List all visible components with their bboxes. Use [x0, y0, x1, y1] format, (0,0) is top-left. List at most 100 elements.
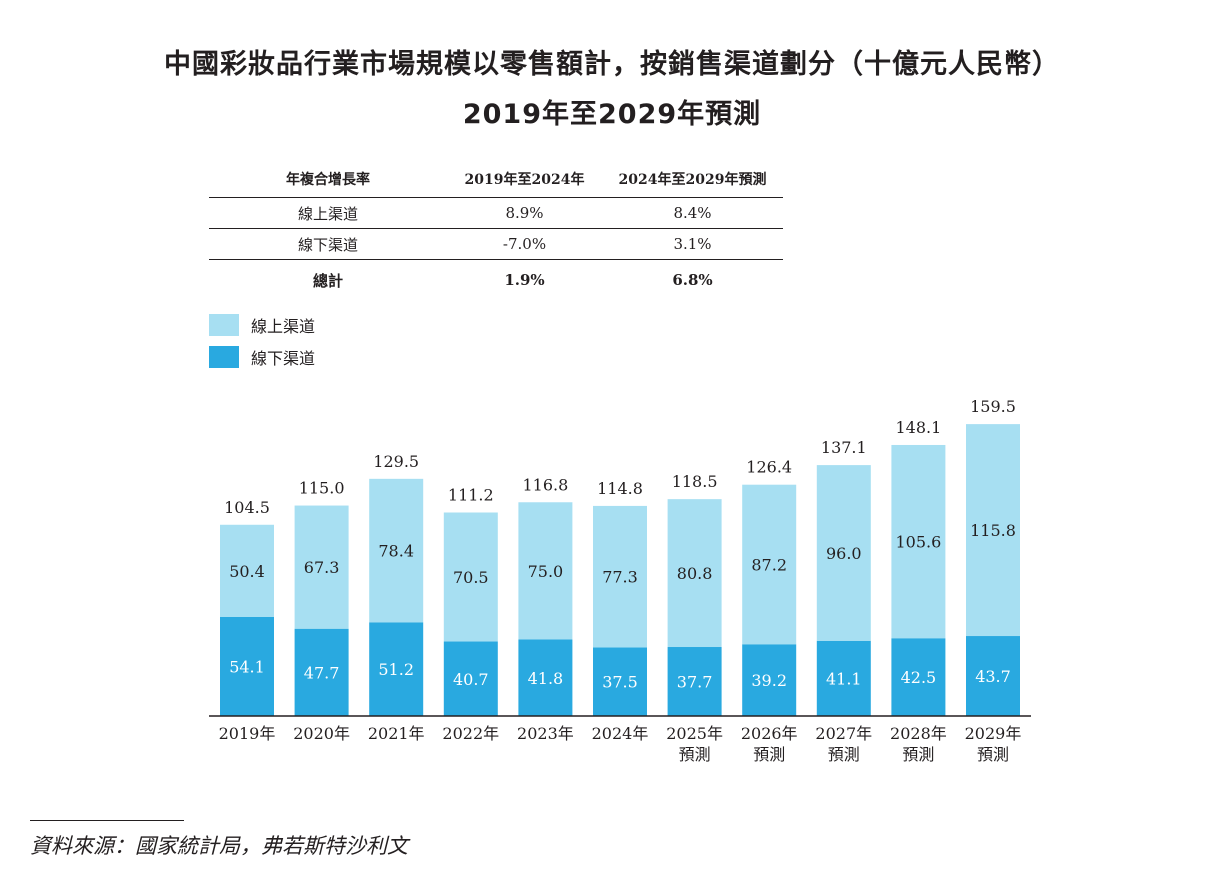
x-tick-label: 2022年: [442, 724, 499, 743]
source-divider: [30, 820, 184, 821]
cagr-total-row: 總計 1.9% 6.8%: [209, 260, 783, 301]
legend-label: 線下渠道: [251, 349, 316, 368]
data-label-total: 118.5: [672, 472, 718, 491]
cagr-value: 1.9%: [504, 271, 545, 289]
bar-segment-online: [966, 424, 1020, 637]
bar-segment-offline: [816, 640, 871, 716]
bar-segment-online: [294, 505, 349, 629]
bar-segment-online: [816, 465, 871, 641]
bar-segment-online: [742, 484, 797, 645]
data-label-total: 104.5: [224, 498, 270, 517]
cagr-value: 8.9%: [447, 197, 602, 229]
x-tick-label: 2020年: [293, 724, 350, 743]
data-label-total: 159.5: [970, 397, 1016, 416]
data-label-online: 78.4: [378, 542, 414, 561]
data-label-offline: 39.2: [751, 671, 787, 690]
chart-title: 中國彩妝品行業市場規模以零售額計，按銷售渠道劃分（十億元人民幣）: [164, 49, 1060, 80]
legend-label: 線上渠道: [251, 317, 316, 336]
data-label-online: 96.0: [826, 544, 862, 563]
cagr-row-label: 總計: [312, 271, 343, 290]
data-label-total: 148.1: [895, 418, 941, 437]
legend-item-online: 線上渠道: [209, 314, 315, 336]
data-label-online: 50.4: [229, 562, 265, 581]
x-tick-label: 2027年: [815, 724, 872, 743]
bar-segment-offline: [891, 638, 946, 716]
x-tick-sublabel: 預測: [902, 745, 934, 764]
data-label-offline: 54.1: [229, 657, 265, 676]
data-label-online: 115.8: [970, 521, 1016, 540]
data-label-total: 126.4: [746, 458, 792, 477]
chart-legend: 線上渠道 線下渠道: [209, 314, 315, 378]
data-label-offline: 41.8: [528, 669, 564, 688]
legend-swatch-online: [209, 314, 239, 336]
bar-segment-offline: [220, 616, 274, 716]
x-tick-label: 2028年: [890, 724, 947, 743]
bar-segment-online: [593, 505, 647, 648]
data-label-offline: 51.2: [378, 660, 414, 679]
x-tick-label: 2021年: [368, 724, 425, 743]
x-tick-label: 2024年: [592, 724, 649, 743]
cagr-header-period2: 2024年至2029年預測: [602, 160, 783, 198]
data-label-total: 116.8: [522, 475, 568, 494]
chart-subtitle: 2019年至2029年預測: [462, 99, 762, 130]
bar-segment-online: [518, 502, 573, 640]
data-label-total: 114.8: [597, 479, 643, 498]
cagr-row: 線上渠道 8.9% 8.4%: [209, 197, 783, 229]
data-label-offline: 43.7: [975, 667, 1011, 686]
data-label-online: 80.8: [677, 564, 713, 583]
bar-segment-offline: [369, 622, 424, 716]
bar-segment-offline: [667, 647, 722, 716]
bar-segment-offline: [742, 644, 797, 716]
legend-item-offline: 線下渠道: [209, 346, 315, 368]
data-label-total: 115.0: [299, 479, 345, 498]
x-tick-sublabel: 預測: [828, 745, 860, 764]
bar-segment-offline: [593, 647, 647, 716]
cagr-header-row: 年複合增長率 2019年至2024年 2024年至2029年預測: [209, 160, 783, 198]
bar-segment-online: [220, 524, 274, 617]
cagr-row-label: 線下渠道: [209, 228, 447, 260]
data-label-offline: 40.7: [453, 670, 489, 689]
data-label-offline: 42.5: [901, 668, 937, 687]
bar-segment-online: [891, 444, 946, 639]
cagr-header-label: 年複合增長率: [209, 160, 447, 198]
data-label-offline: 41.1: [826, 669, 862, 688]
cagr-value: -7.0%: [447, 228, 602, 260]
data-label-offline: 47.7: [304, 663, 340, 682]
cagr-header-period1: 2019年至2024年: [447, 160, 602, 198]
x-tick-sublabel: 預測: [977, 745, 1009, 764]
data-label-online: 105.6: [895, 533, 941, 552]
cagr-table: 年複合增長率 2019年至2024年 2024年至2029年預測 線上渠道 8.…: [209, 160, 783, 300]
x-tick-label: 2029年: [965, 724, 1022, 743]
data-label-online: 87.2: [751, 555, 787, 574]
bar-segment-offline: [966, 636, 1020, 716]
x-tick-sublabel: 預測: [679, 745, 711, 764]
bar-segment-online: [369, 478, 424, 623]
data-label-offline: 37.5: [602, 673, 638, 692]
x-tick-label: 2019年: [219, 724, 276, 743]
cagr-row-label: 線上渠道: [209, 197, 447, 229]
legend-swatch-offline: [209, 346, 239, 368]
data-label-total: 129.5: [373, 452, 419, 471]
x-tick-label: 2023年: [517, 724, 574, 743]
data-label-online: 70.5: [453, 568, 489, 587]
bar-segment-offline: [294, 628, 349, 716]
x-tick-label: 2025年: [666, 724, 723, 743]
cagr-row: 線下渠道 -7.0% 3.1%: [209, 228, 783, 260]
cagr-value: 8.4%: [602, 197, 783, 229]
data-label-online: 67.3: [304, 558, 340, 577]
cagr-value: 6.8%: [672, 271, 713, 289]
data-label-total: 111.2: [448, 486, 494, 505]
data-label-online: 77.3: [602, 568, 638, 587]
data-label-offline: 37.7: [677, 673, 713, 692]
x-tick-sublabel: 預測: [753, 745, 785, 764]
bar-segment-online: [667, 499, 722, 648]
source-note: 資料來源：國家統計局，弗若斯特沙利文: [30, 834, 408, 858]
data-label-online: 75.0: [528, 562, 564, 581]
bar-segment-offline: [518, 639, 573, 716]
data-label-total: 137.1: [821, 438, 867, 457]
cagr-value: 3.1%: [602, 228, 783, 260]
bar-segment-online: [443, 512, 498, 642]
bar-segment-offline: [443, 641, 498, 716]
x-tick-label: 2026年: [741, 724, 798, 743]
